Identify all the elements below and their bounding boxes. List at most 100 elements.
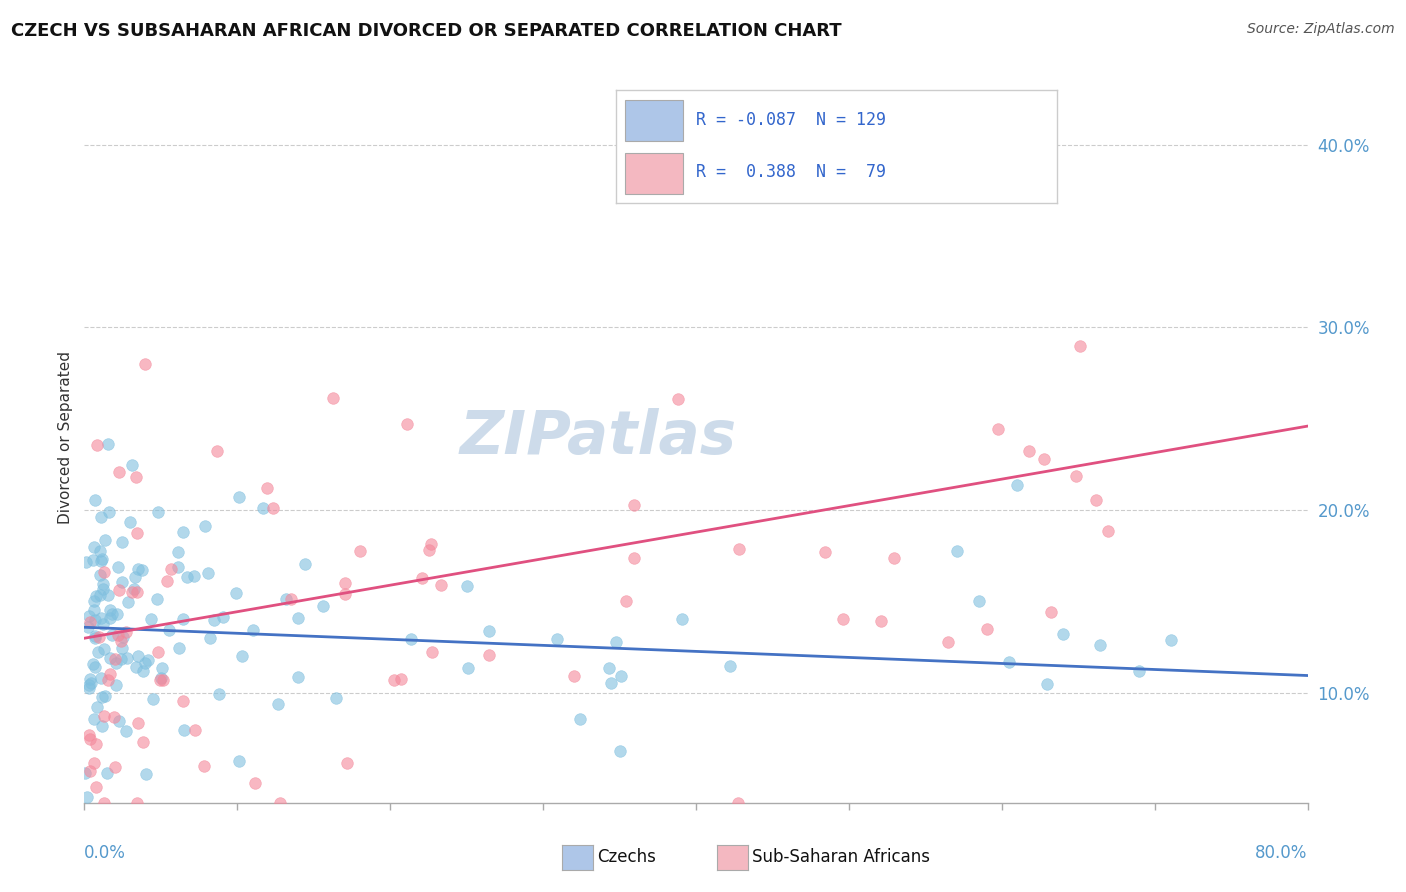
Point <box>610 669 633 683</box>
Point <box>110 633 132 648</box>
Point <box>135 767 157 781</box>
Point <box>93 565 115 579</box>
Point <box>73 765 96 780</box>
Point <box>103 710 125 724</box>
Point <box>139 612 162 626</box>
Point <box>125 470 148 484</box>
Point <box>325 691 347 706</box>
Point <box>169 640 191 655</box>
Point <box>76 790 98 805</box>
Point <box>193 759 215 773</box>
Point <box>124 660 146 674</box>
Point <box>269 796 291 810</box>
Point <box>89 630 111 644</box>
Point <box>200 631 222 645</box>
Point <box>146 645 169 659</box>
Point <box>111 640 134 655</box>
Point <box>149 671 172 685</box>
Point <box>121 458 143 472</box>
Point <box>183 568 205 582</box>
Point <box>231 649 253 664</box>
Point <box>90 611 112 625</box>
Point <box>90 510 112 524</box>
Point <box>117 651 139 665</box>
Point <box>118 516 141 530</box>
Point <box>998 655 1021 669</box>
Point <box>83 659 105 673</box>
Point <box>728 542 751 557</box>
Point <box>600 676 623 690</box>
Text: Source: ZipAtlas.com: Source: ZipAtlas.com <box>1247 22 1395 37</box>
Point <box>94 689 117 703</box>
Point <box>93 796 115 810</box>
Point <box>79 615 101 629</box>
Point <box>668 392 690 407</box>
Point <box>122 582 145 597</box>
Point <box>396 417 419 432</box>
Point <box>1052 627 1074 641</box>
Point <box>456 579 478 593</box>
Point <box>152 673 174 687</box>
Point <box>79 681 101 695</box>
Point <box>252 501 274 516</box>
Point <box>87 644 110 658</box>
Point <box>883 551 905 566</box>
Point <box>89 544 111 558</box>
Point <box>987 422 1010 436</box>
Point <box>121 584 143 599</box>
Text: ZIPatlas: ZIPatlas <box>460 408 737 467</box>
Point <box>598 661 620 675</box>
Point <box>208 687 231 701</box>
Point <box>420 645 443 659</box>
Point <box>77 678 100 692</box>
Point <box>86 589 108 603</box>
Point <box>127 715 149 730</box>
Point <box>84 613 107 627</box>
Point <box>125 526 148 541</box>
Point <box>262 501 284 516</box>
Point <box>718 659 741 673</box>
Point <box>90 719 112 733</box>
Point <box>256 481 278 495</box>
Point <box>83 712 105 726</box>
Point <box>546 632 568 646</box>
Point <box>202 613 225 627</box>
Point <box>134 656 156 670</box>
Point <box>870 614 893 628</box>
Point <box>89 588 111 602</box>
Point <box>112 631 135 645</box>
Point <box>104 760 127 774</box>
Point <box>614 594 637 608</box>
Point <box>1007 477 1029 491</box>
Point <box>727 796 749 810</box>
Point <box>134 357 156 371</box>
Point <box>98 651 121 665</box>
Point <box>336 756 359 770</box>
Point <box>1097 524 1119 538</box>
Point <box>176 570 198 584</box>
Point <box>430 578 453 592</box>
Point <box>96 673 118 687</box>
Point <box>80 676 103 690</box>
Point <box>936 635 959 649</box>
Point <box>1066 469 1088 483</box>
Point <box>228 490 250 504</box>
Point <box>98 602 121 616</box>
Point <box>98 666 121 681</box>
Point <box>107 559 129 574</box>
Point <box>194 519 217 533</box>
Point <box>609 743 631 757</box>
Point <box>1018 443 1040 458</box>
Point <box>91 582 114 596</box>
Point <box>478 624 501 638</box>
Point <box>148 505 170 519</box>
Point <box>562 669 585 683</box>
Point <box>77 728 100 742</box>
Point <box>110 651 132 665</box>
Point <box>114 724 136 739</box>
Point <box>294 558 316 572</box>
Point <box>84 737 107 751</box>
Point <box>1160 632 1182 647</box>
Point <box>93 642 115 657</box>
Point <box>105 607 128 621</box>
